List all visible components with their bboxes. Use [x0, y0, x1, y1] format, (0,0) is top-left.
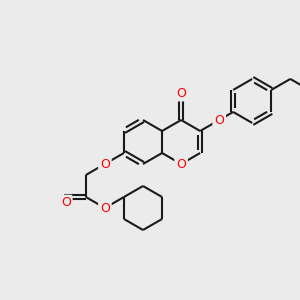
- Text: O: O: [176, 158, 186, 170]
- Text: O: O: [214, 113, 224, 127]
- Text: O: O: [61, 196, 71, 209]
- Text: O: O: [176, 87, 186, 100]
- Text: O: O: [100, 202, 110, 214]
- Text: O: O: [100, 158, 110, 170]
